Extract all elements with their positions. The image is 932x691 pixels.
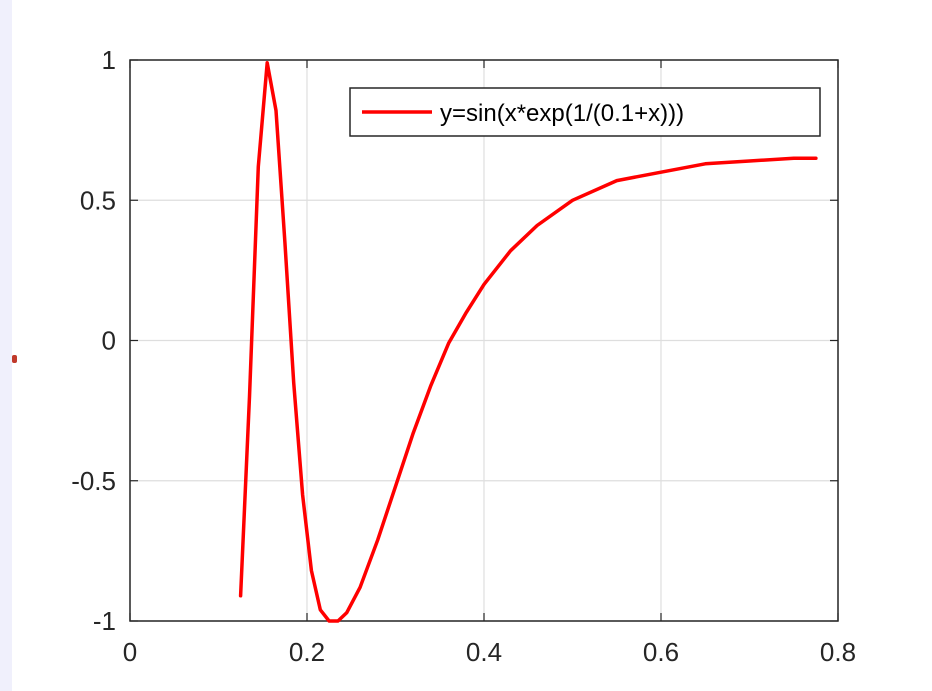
y-tick-label: 0 [102, 326, 116, 356]
y-tick-label: -1 [93, 606, 116, 636]
y-tick-label: 0.5 [80, 185, 116, 215]
edge-mark [12, 355, 17, 363]
grid-lines [129, 59, 839, 622]
x-tick-label: 0.2 [289, 637, 325, 667]
legend-label: y=sin(x*exp(1/(0.1+x))) [440, 100, 684, 127]
series-line [238, 61, 818, 623]
x-tick-label: 0.6 [643, 637, 679, 667]
legend: y=sin(x*exp(1/(0.1+x))) [349, 87, 821, 137]
y-tick-label: -0.5 [71, 466, 116, 496]
line-chart: 0 0.2 0.4 0.6 0.8 -1 -0.5 0 0.5 1 y=sin(x*exp(1/… [71, 45, 856, 667]
x-tick-label: 0.4 [466, 637, 502, 667]
x-tick-labels: 0 0.2 0.4 0.6 0.8 [123, 637, 856, 667]
figure-area: 0 0.2 0.4 0.6 0.8 -1 -0.5 0 0.5 1 y=sin(x*exp(1/… [12, 0, 932, 691]
y-tick-label: 1 [102, 45, 116, 75]
x-tick-label: 0 [123, 637, 137, 667]
y-tick-labels: -1 -0.5 0 0.5 1 [71, 45, 116, 636]
axis-ticks [129, 59, 839, 622]
x-tick-label: 0.8 [820, 637, 856, 667]
